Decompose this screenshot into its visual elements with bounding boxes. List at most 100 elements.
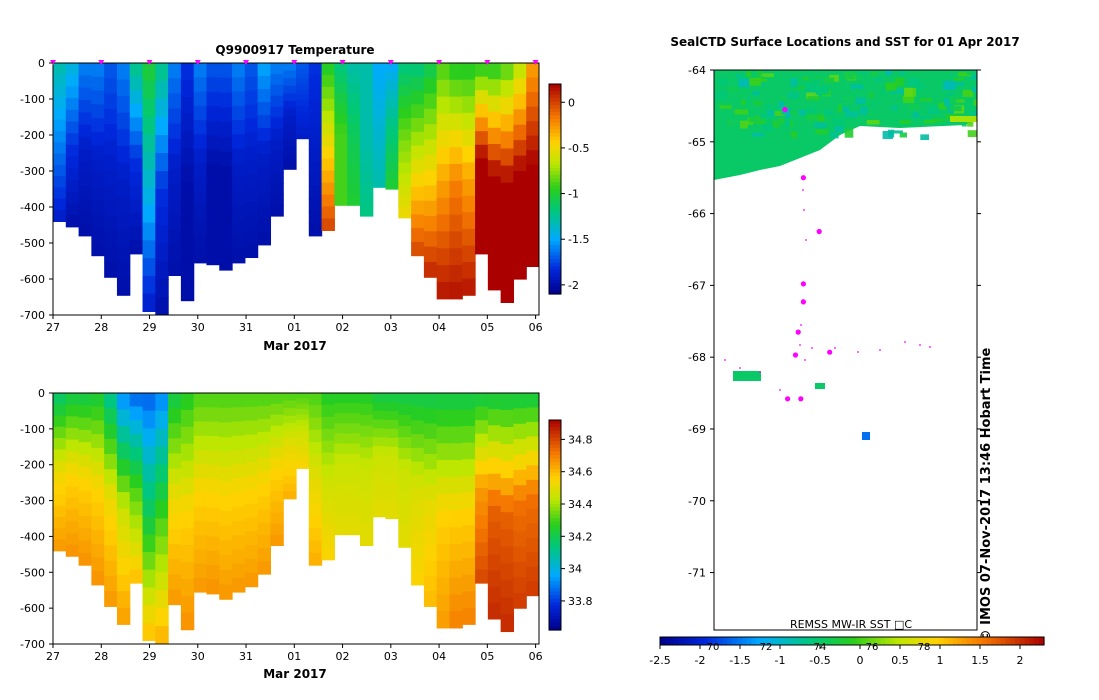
sst-texture-cell [874, 77, 883, 82]
time-marker [339, 60, 346, 65]
colorbar-swatch [775, 637, 781, 645]
sst-texture-cell [814, 121, 827, 128]
profile-cell [296, 95, 310, 102]
profile-cell [513, 423, 527, 440]
profile-cell [91, 393, 105, 408]
profile-cell [436, 594, 451, 612]
profile-cell [334, 524, 348, 536]
profile-cell [449, 409, 463, 428]
profile-cell [372, 428, 387, 438]
sst-texture-cell [953, 77, 965, 81]
profile-cell [257, 114, 272, 129]
colorbar-swatch [549, 437, 561, 442]
profile-cell [142, 222, 156, 242]
colorbar-swatch [952, 637, 959, 645]
profile-cell [436, 281, 451, 300]
time-marker [194, 60, 201, 65]
profile-cell [91, 90, 105, 105]
profile-cell [411, 475, 425, 490]
profile-cell [359, 172, 374, 184]
sst-texture-cell [785, 132, 791, 139]
profile-cell [475, 117, 489, 132]
profile-cell [129, 515, 144, 530]
colorbar-swatch [890, 637, 896, 645]
profile-cell [500, 495, 515, 513]
salinity-profiles [53, 393, 539, 644]
profile-cell [487, 160, 502, 177]
colorbar-swatch [549, 287, 561, 292]
profile-cell [142, 169, 156, 188]
sst-texture-cell [728, 86, 739, 93]
profile-cell [283, 116, 297, 125]
profile-cell [244, 201, 259, 217]
sst-texture-cell [961, 122, 967, 127]
profile-cell [398, 492, 412, 504]
profile-cell [321, 98, 335, 112]
profile-cell [104, 63, 118, 79]
profile-cell [321, 218, 335, 231]
profile-cell [423, 200, 438, 217]
profile-cell [398, 151, 412, 164]
profile-cell [475, 406, 489, 421]
profile-cell [526, 164, 539, 180]
sst-texture-cell [788, 70, 800, 75]
colorbar-swatch [549, 133, 561, 138]
sst-texture-cell [815, 86, 829, 95]
profile-cell [398, 107, 412, 119]
seal-surface-locations [782, 106, 833, 402]
track-dot [779, 389, 781, 391]
profile-cell [347, 413, 361, 424]
profile-cell [423, 216, 438, 232]
profile-cell [129, 212, 144, 228]
profile-cell [372, 490, 387, 500]
profile-cell [270, 393, 284, 405]
x-tick-label: 27 [46, 321, 60, 334]
profile-cell [475, 76, 489, 91]
sst-texture-cell [970, 110, 977, 120]
profile-cell [308, 454, 323, 468]
profile-cell [398, 437, 412, 449]
sst-texture-cell [899, 120, 911, 124]
profile-cell [321, 158, 335, 172]
sst-texture-cell [787, 92, 799, 99]
profile-cell [487, 457, 502, 475]
profile-cell [398, 96, 412, 108]
x-tick-label: 29 [143, 321, 157, 334]
colorbar-swatch [549, 283, 561, 288]
colorbar-swatch [549, 623, 561, 628]
profile-cell [411, 214, 425, 229]
profile-cell [449, 560, 463, 579]
profile-cell [142, 622, 156, 642]
seal-location-marker [785, 396, 791, 402]
profile-cell [219, 569, 233, 586]
profile-cell [257, 509, 272, 523]
profile-cell [385, 135, 399, 145]
colorbar-swatch [549, 455, 561, 460]
profile-cell [398, 140, 412, 153]
profile-cell [142, 499, 156, 518]
colorbar-swatch [549, 154, 561, 159]
colorbar-swatch [549, 479, 561, 484]
colorbar-swatch [549, 500, 561, 505]
profile-cell [116, 212, 131, 230]
sst-texture-cell [842, 96, 856, 104]
sst-texture-cell [891, 130, 903, 134]
colorbar-swatch [549, 161, 561, 166]
profile-cell [232, 421, 246, 437]
profile-cell [155, 446, 169, 466]
profile-cell [449, 577, 463, 595]
profile-cell [308, 491, 323, 505]
profile-cell [104, 216, 118, 232]
profile-cell [347, 504, 361, 516]
profile-cell [116, 607, 131, 625]
profile-cell [462, 63, 476, 81]
profile-cell [526, 407, 539, 423]
profile-cell [78, 503, 92, 517]
profile-cell [116, 278, 131, 296]
profile-cell [475, 393, 489, 408]
profile-cell [129, 460, 144, 476]
profile-cell [526, 523, 539, 539]
profile-cell [423, 575, 438, 592]
profile-cell [513, 93, 527, 110]
lat-tick-label: -68 [688, 351, 706, 364]
